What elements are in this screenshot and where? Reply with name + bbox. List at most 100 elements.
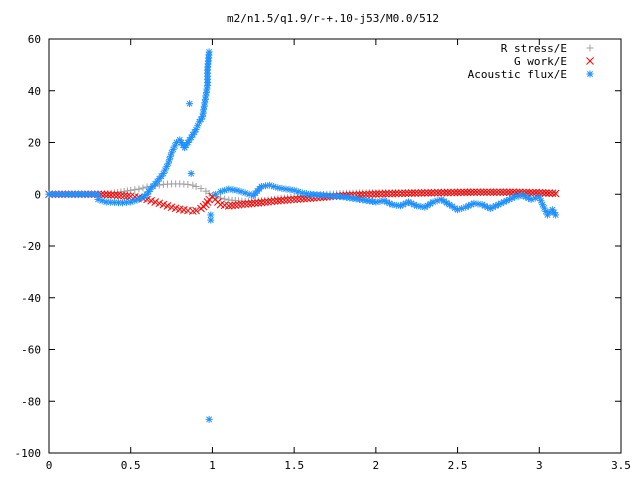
data-point bbox=[476, 188, 485, 197]
data-point bbox=[388, 201, 396, 209]
data-point bbox=[473, 188, 482, 197]
data-point bbox=[251, 199, 259, 208]
data-point bbox=[551, 189, 560, 198]
data-point bbox=[541, 189, 550, 197]
x-tick-label: 1.5 bbox=[284, 459, 304, 472]
data-point bbox=[537, 197, 545, 205]
x-tick-label: 0.5 bbox=[121, 459, 141, 472]
data-point bbox=[466, 188, 475, 197]
data-point bbox=[453, 188, 462, 197]
data-point bbox=[509, 188, 517, 197]
data-point bbox=[120, 187, 128, 195]
data-point bbox=[188, 207, 197, 215]
data-point bbox=[391, 189, 400, 198]
data-point bbox=[450, 188, 459, 197]
data-point bbox=[217, 194, 225, 202]
data-point bbox=[257, 182, 265, 190]
data-point bbox=[287, 195, 295, 204]
data-point bbox=[264, 197, 272, 206]
data-point bbox=[280, 196, 289, 205]
data-point bbox=[413, 202, 421, 210]
data-point bbox=[479, 188, 488, 197]
data-point bbox=[260, 198, 269, 207]
data-point bbox=[411, 189, 419, 197]
data-point bbox=[362, 190, 370, 199]
data-point bbox=[244, 199, 253, 208]
data-point bbox=[378, 189, 387, 198]
data-point bbox=[552, 211, 560, 219]
y-tick-label: -40 bbox=[21, 292, 41, 305]
data-point bbox=[151, 198, 160, 206]
data-point bbox=[548, 189, 557, 198]
plot-frame bbox=[48, 38, 622, 454]
data-point bbox=[123, 192, 132, 200]
data-point bbox=[424, 189, 433, 197]
data-point bbox=[254, 198, 263, 207]
legend-marker bbox=[586, 70, 594, 78]
data-point bbox=[231, 201, 240, 210]
data-point bbox=[147, 196, 155, 205]
data-point bbox=[293, 195, 302, 204]
data-point bbox=[381, 189, 390, 198]
data-point bbox=[492, 188, 501, 197]
data-point bbox=[407, 189, 416, 198]
data-point bbox=[120, 191, 129, 200]
data-point bbox=[447, 188, 455, 197]
x-tick-label: 0 bbox=[46, 459, 53, 472]
legend-marker bbox=[586, 44, 594, 52]
data-point bbox=[365, 190, 374, 199]
data-point bbox=[368, 190, 377, 199]
data-point bbox=[225, 185, 233, 193]
data-point bbox=[163, 202, 172, 210]
data-point bbox=[117, 191, 125, 200]
data-point bbox=[427, 188, 436, 197]
y-tick-label: 0 bbox=[34, 188, 41, 201]
data-point bbox=[532, 188, 540, 197]
data-point bbox=[283, 196, 292, 204]
data-point bbox=[545, 189, 553, 198]
data-point bbox=[375, 190, 383, 198]
series-layer bbox=[45, 48, 560, 423]
data-point bbox=[499, 188, 508, 197]
data-point bbox=[303, 194, 312, 203]
data-point bbox=[273, 196, 282, 205]
data-point bbox=[228, 201, 236, 210]
data-point bbox=[205, 415, 213, 423]
y-tick-label: -60 bbox=[21, 344, 41, 357]
data-point bbox=[486, 188, 495, 197]
data-point bbox=[257, 198, 266, 207]
x-tick-label: 2.5 bbox=[448, 459, 468, 472]
data-point bbox=[421, 189, 429, 197]
data-point bbox=[417, 203, 425, 211]
data-point bbox=[443, 188, 452, 197]
data-point bbox=[434, 188, 442, 197]
data-point bbox=[460, 188, 468, 197]
legend-label: G work/E bbox=[514, 55, 567, 68]
data-point bbox=[398, 189, 406, 198]
data-point bbox=[186, 100, 194, 108]
data-point bbox=[100, 190, 109, 199]
data-point bbox=[182, 141, 190, 149]
x-tick-label: 2 bbox=[373, 459, 380, 472]
data-point bbox=[135, 185, 143, 193]
data-point bbox=[106, 198, 114, 206]
data-point bbox=[207, 216, 215, 224]
x-tick-label: 3.5 bbox=[611, 459, 631, 472]
data-point bbox=[241, 200, 249, 208]
y-tick-label: -100 bbox=[15, 447, 42, 460]
data-point bbox=[372, 190, 380, 198]
data-point bbox=[212, 190, 220, 198]
x-tick-label: 3 bbox=[536, 459, 543, 472]
data-point bbox=[189, 181, 197, 189]
y-tick-label: 20 bbox=[28, 137, 41, 150]
data-point bbox=[440, 197, 448, 205]
y-tick-label: -80 bbox=[21, 395, 41, 408]
y-tick-label: -20 bbox=[21, 240, 41, 253]
axis-ticks: 0 0.5 1 1.5 2 2.5 3 3.5 60 40 20 0 -20 -40 -60 -80 -100 bbox=[15, 33, 631, 472]
data-point bbox=[440, 188, 449, 197]
data-point bbox=[437, 188, 446, 197]
data-point bbox=[155, 199, 164, 208]
data-point bbox=[502, 188, 511, 197]
